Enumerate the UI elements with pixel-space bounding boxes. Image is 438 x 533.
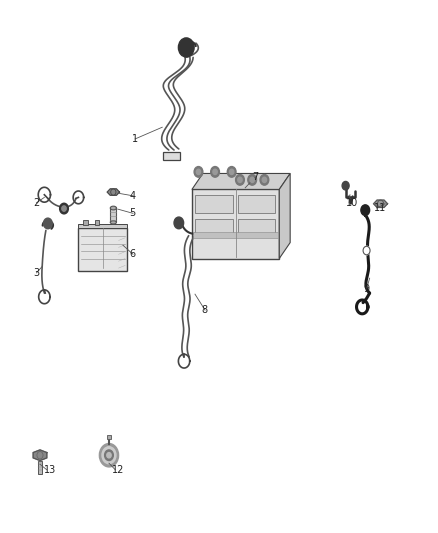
Bar — [95, 220, 99, 225]
Text: 5: 5 — [130, 208, 136, 219]
Circle shape — [196, 169, 201, 174]
Circle shape — [260, 174, 269, 185]
Circle shape — [361, 205, 370, 215]
Circle shape — [250, 177, 254, 182]
Bar — [193, 232, 279, 238]
Circle shape — [62, 206, 66, 211]
Circle shape — [363, 246, 370, 255]
Text: 12: 12 — [112, 465, 124, 474]
Bar — [195, 195, 233, 213]
Bar — [192, 189, 279, 259]
Bar — [78, 224, 127, 228]
Text: 2: 2 — [33, 198, 40, 208]
Text: 3: 3 — [33, 268, 39, 278]
Circle shape — [174, 217, 184, 229]
Circle shape — [107, 453, 111, 458]
Circle shape — [102, 447, 116, 464]
Bar — [238, 195, 276, 213]
Bar — [162, 152, 180, 160]
Text: 7: 7 — [252, 172, 258, 182]
Bar — [38, 461, 42, 474]
Text: 6: 6 — [130, 249, 136, 259]
Bar — [78, 228, 127, 271]
Circle shape — [248, 174, 257, 185]
Text: 9: 9 — [363, 284, 369, 294]
Circle shape — [105, 450, 113, 461]
Circle shape — [230, 169, 234, 174]
Circle shape — [342, 181, 349, 190]
Circle shape — [194, 166, 203, 177]
Bar — [110, 207, 117, 222]
Text: 11: 11 — [374, 203, 386, 213]
Text: 10: 10 — [346, 198, 358, 208]
Circle shape — [238, 177, 242, 182]
Circle shape — [43, 218, 52, 229]
Circle shape — [60, 203, 68, 214]
Polygon shape — [279, 173, 290, 259]
Polygon shape — [107, 189, 120, 195]
Text: 8: 8 — [201, 305, 208, 315]
Polygon shape — [192, 173, 290, 189]
Circle shape — [99, 443, 119, 467]
Circle shape — [178, 38, 194, 57]
Ellipse shape — [110, 221, 117, 224]
Circle shape — [227, 166, 236, 177]
Polygon shape — [374, 200, 388, 207]
Circle shape — [213, 169, 217, 174]
Polygon shape — [33, 450, 47, 461]
Circle shape — [262, 177, 267, 182]
Text: 1: 1 — [132, 134, 138, 144]
Circle shape — [236, 174, 244, 185]
Bar — [238, 219, 276, 237]
Ellipse shape — [110, 206, 117, 210]
Bar — [195, 219, 233, 237]
Text: 4: 4 — [130, 191, 136, 201]
Bar — [107, 435, 111, 439]
Bar — [83, 220, 88, 225]
Circle shape — [211, 166, 219, 177]
Text: 13: 13 — [43, 465, 56, 474]
